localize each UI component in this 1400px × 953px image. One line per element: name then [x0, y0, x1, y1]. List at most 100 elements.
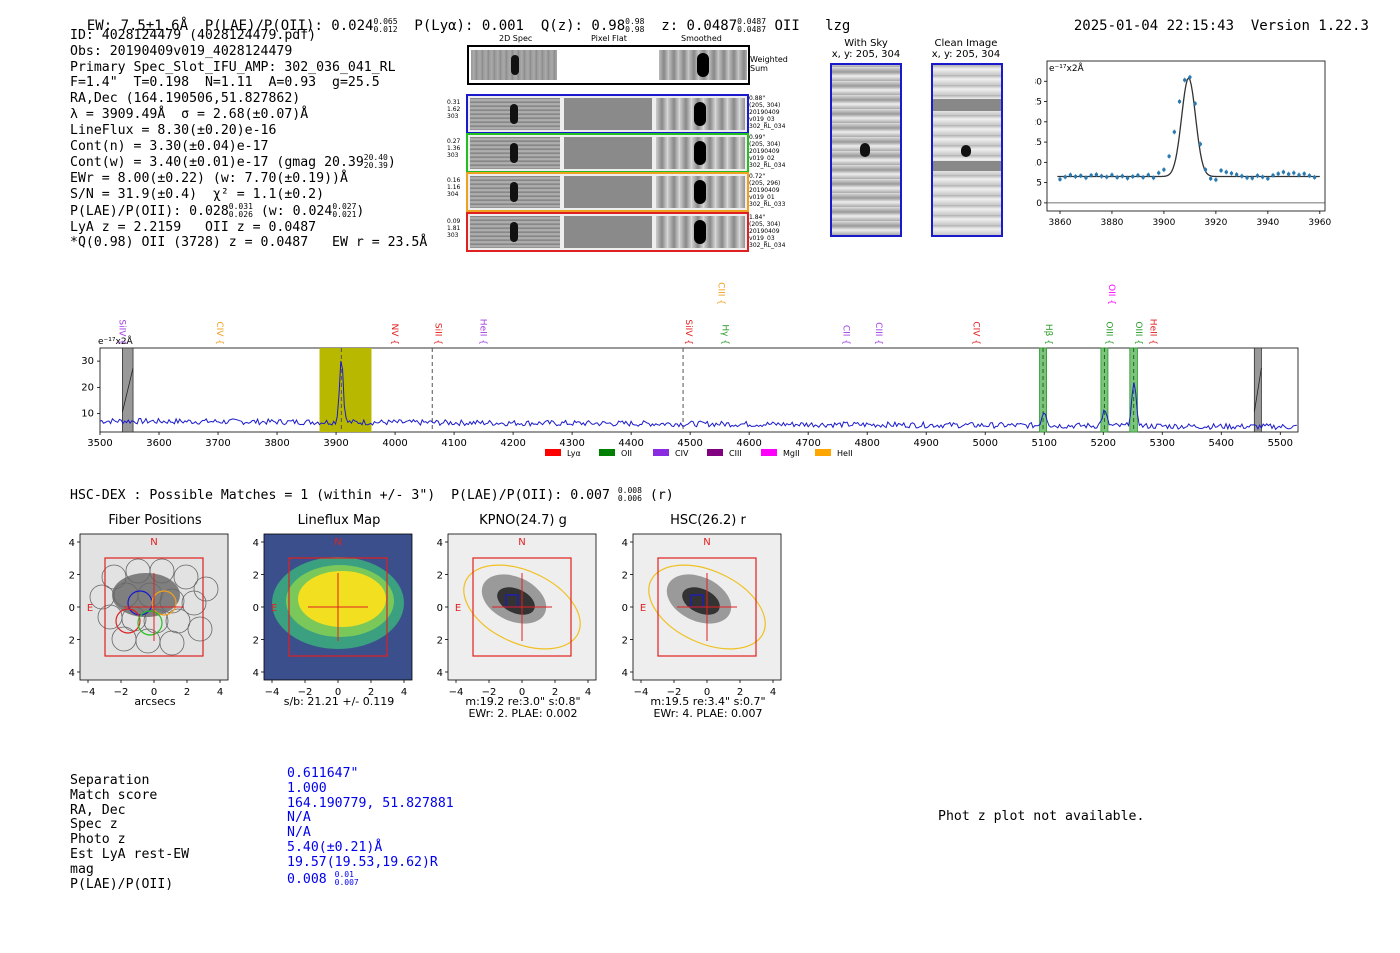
spectrum-xtick-label: 3900	[323, 438, 348, 449]
map-xtick-label: 4	[401, 687, 407, 698]
map-ytick-label: 0	[437, 603, 443, 614]
zoom-point	[1193, 101, 1197, 106]
info-plae-lo: 0.026	[228, 209, 253, 219]
legend-label: Lyα	[567, 449, 581, 458]
zoom-point	[1312, 175, 1317, 180]
zoom-point	[1292, 171, 1296, 175]
zoom-point	[1141, 175, 1145, 180]
clean-title: Clean Image x, y: 205, 304	[930, 38, 1002, 60]
info-lambda: λ = 3909.49Å σ = 2.68(±0.07)Å	[70, 106, 309, 122]
zoom-point	[1260, 175, 1265, 179]
info-plae-w-lo: 0.021	[332, 209, 357, 219]
spectrum-xtick-label: 5300	[1150, 438, 1175, 449]
fiber-circle	[159, 630, 185, 656]
zoom-ytick-label: 10	[1035, 158, 1042, 168]
legend-swatch	[707, 449, 723, 456]
search-box	[472, 557, 572, 657]
cutout-row-frame	[466, 172, 749, 212]
map-xtick-label: 0	[519, 687, 525, 698]
info-contn: Cont(n) = 3.30(±0.04)e-17	[70, 138, 269, 154]
spectrum-xtick-label: 4800	[854, 438, 879, 449]
zoom-point	[1266, 176, 1270, 181]
cutout-row-frame	[466, 133, 749, 173]
cutout-row: 0.31 1.62 303 0.88" (205, 304) 20190409 v019_…	[445, 94, 795, 134]
header-plae: P(LAE)/P(OII): 0.024	[204, 18, 374, 34]
zoom-point	[1219, 168, 1223, 173]
map-caption-line2: EWr: 4. PLAE: 0.007	[653, 707, 763, 720]
spectrum-line-label: CIV {	[970, 321, 980, 345]
east-label: E	[455, 603, 461, 614]
clean-title-text: Clean Image	[934, 38, 998, 49]
legend-label: HeII	[837, 449, 853, 458]
weighted-label-2: Sum	[750, 64, 768, 73]
cutout-rows: 0.31 1.62 303 0.88" (205, 304) 20190409 v019_…	[445, 94, 795, 254]
hsc-lo: 0.006	[617, 494, 642, 503]
zoom-ytick-label: 25	[1035, 98, 1042, 108]
map-ytick-label: 4	[622, 538, 628, 549]
map-xtick-label: 4	[217, 687, 223, 698]
map-ytick-label: −4	[252, 668, 259, 679]
spectrum-line-label: SiII {	[432, 323, 442, 345]
east-label: E	[271, 603, 277, 614]
map-xtick-label: 0	[704, 687, 710, 698]
zoom-point	[1177, 99, 1182, 104]
header-q-lo: 0.98	[625, 25, 645, 34]
spectrum-xtick-label: 3800	[264, 438, 289, 449]
zoom-point	[1068, 173, 1073, 177]
fiber-highlight-green	[137, 610, 163, 636]
spectrum-line-label: Hβ {	[1043, 324, 1053, 345]
fiber-circle	[159, 588, 185, 614]
tbl-value: 164.190779, 51.827881	[287, 795, 454, 811]
zoom-point	[1079, 174, 1083, 178]
tbl-plae-lo: 0.007	[334, 877, 359, 887]
spectrum-xtick-label: 5500	[1268, 438, 1293, 449]
hsc-band: (r)	[649, 488, 674, 503]
map-xtick-label: 0	[151, 687, 157, 698]
withsky-stamp	[830, 63, 902, 237]
spectrum-line-label: HeII {	[478, 319, 488, 345]
hsc-title: HSC-DEX : Possible Matches = 1 (within +…	[70, 488, 610, 503]
map-ytick-label: 4	[253, 538, 259, 549]
info-q: *Q(0.98) OII (3728) z = 0.0487 EW r = 23…	[70, 235, 428, 251]
legend-swatch	[599, 449, 615, 456]
cutout-row-frame	[466, 94, 749, 134]
zoom-xtick-label: 3880	[1101, 218, 1124, 228]
tbl-label: Match score	[70, 787, 158, 803]
cutout-row: 0.09 1.81 303 1.84" (205, 304) 20190409 v019_…	[445, 212, 795, 252]
info-obs: Obs: 20190409v019_4028124479	[70, 43, 293, 59]
weighted-2dspec	[471, 50, 557, 80]
galaxy-core	[497, 587, 535, 615]
withsky-title-text: With Sky	[844, 38, 888, 49]
spectrum-xtick-label: 5000	[972, 438, 997, 449]
zoom-point	[1099, 174, 1104, 178]
cutout-row-details: 0.88" (205, 304) 20190409 v019_03 302_RL_034	[749, 95, 786, 130]
tbl-value: N/A	[287, 825, 311, 841]
legend-label: MgII	[783, 449, 800, 458]
zoom-point	[1276, 172, 1280, 176]
cutout-row-details: 0.99" (205, 304) 20190409 v019_02 302_RL_034	[749, 134, 786, 169]
cutout-row-nums: 0.27 1.36 303	[447, 138, 461, 159]
zoom-xtick-label: 3960	[1308, 218, 1331, 228]
legend-swatch	[761, 449, 777, 456]
map-xtick-label: −4	[449, 687, 464, 698]
map-ytick-label: 0	[622, 603, 628, 614]
hsc-summary: HSC-DEX : Possible Matches = 1 (within +…	[70, 487, 674, 504]
map-ytick-label: −2	[621, 636, 628, 647]
zoom-xtick-label: 3920	[1204, 218, 1227, 228]
spectrum-xtick-label: 4100	[441, 438, 466, 449]
zoom-unit-label: e⁻¹⁷x2Å	[1049, 62, 1085, 74]
spectrum-line-label: HeII {	[1148, 319, 1158, 345]
info-fit: F=1.4" T=0.198 N=1.11 A=0.93 g=25.5	[70, 75, 380, 91]
info-plae-w: (w: 0.024	[260, 203, 333, 219]
spectrum-xtick-label: 4500	[677, 438, 702, 449]
map-xtick-label: −2	[482, 687, 497, 698]
spectrum-xtick-label: 5400	[1209, 438, 1234, 449]
map-xtick-label: 2	[368, 687, 374, 698]
east-label: E	[640, 603, 646, 614]
zoom-point	[1120, 174, 1125, 178]
zoom-point	[1162, 167, 1166, 172]
info-plae-hi: 0.031	[228, 201, 253, 211]
legend-swatch	[815, 449, 831, 456]
zoom-point	[1229, 171, 1234, 175]
photz-note: Phot z plot not available.	[938, 809, 1145, 824]
